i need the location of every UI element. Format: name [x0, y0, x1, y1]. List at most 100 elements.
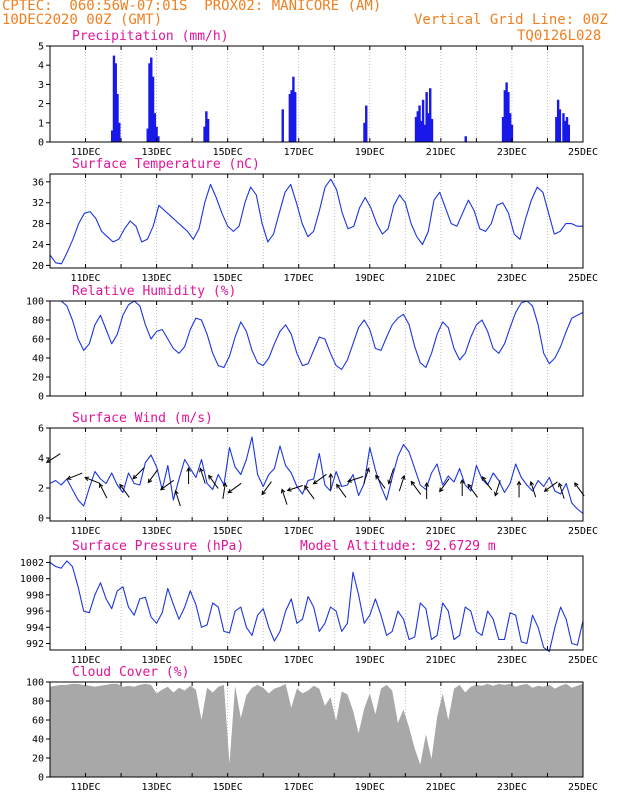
wind-arrow: [328, 472, 334, 490]
cloud-area: [50, 683, 583, 777]
pres-ytick-label: 1002: [20, 558, 44, 569]
wind-xtick-label: 25DEC: [568, 526, 598, 537]
wind-arrow: [119, 483, 130, 498]
cloud-xtick-label: 15DEC: [213, 782, 243, 793]
wind-arrow-shaft: [544, 481, 558, 492]
wind-arrow-head: [261, 490, 266, 496]
wind-arrow-shaft: [375, 475, 386, 489]
cloud-frame: [49, 681, 584, 778]
wind-xtick-label: 13DEC: [142, 526, 172, 537]
wind-xtick-label: 11DEC: [70, 526, 100, 537]
precip-ytick-label: 0: [38, 138, 44, 149]
wind-arrow-head: [280, 488, 286, 494]
precip-xtick-label: 21DEC: [426, 147, 456, 158]
pres-frame: [49, 555, 584, 651]
wind-arrow-head: [387, 479, 392, 485]
precip-panel: 0 1 2 3 4 5 11DEC 13DEC 15DEC 17DEC 19DEC 21DEC 23DE…: [38, 42, 598, 159]
wind-arrow-head: [159, 485, 165, 491]
wind-arrow-head: [312, 479, 318, 485]
cloud-ytick-label: 60: [32, 716, 44, 727]
temp-xtick-label: 25DEC: [568, 273, 598, 284]
wind-frame: [49, 427, 584, 522]
precip-bar: [505, 82, 508, 142]
wind-arrow-head: [84, 476, 90, 481]
cloud-ytick-label: 20: [32, 754, 44, 765]
wind-arrow: [304, 485, 315, 500]
precip-bar: [427, 113, 430, 142]
cloud-xtick-label: 13DEC: [142, 782, 172, 793]
wind-arrow: [199, 467, 206, 484]
wind-arrow-head: [543, 487, 549, 492]
pres-ytick-label: 996: [26, 607, 44, 618]
pres-ytick-label: 992: [26, 639, 44, 650]
wind-arrow: [481, 476, 493, 491]
cloud-xtick-label: 23DEC: [497, 782, 527, 793]
header-line2-right: Vertical Grid Line: 00Z: [414, 12, 608, 28]
cloud-xtick-label: 17DEC: [284, 782, 314, 793]
header-line1-left: CPTEC: 060:56W-07:01S PROX02: MANICORE (…: [2, 0, 382, 14]
wind-arrow: [286, 485, 303, 492]
rh-panel: 0 20 40 60 80 100: [26, 297, 584, 403]
wind-arrow-shaft: [558, 483, 565, 499]
wind-arrow: [159, 479, 175, 491]
wind-arrow: [280, 488, 288, 505]
precip-bar: [146, 128, 149, 142]
wind-ytick-label: 2: [38, 484, 44, 495]
rh-ytick-label: 20: [32, 373, 44, 384]
precip-bar: [114, 63, 117, 142]
pres-panel: 992 994 996 998 1000 1002 11DEC 13DEC 15DEC 17DEC…: [20, 555, 598, 666]
wind-arrow: [398, 474, 406, 492]
wind-arrow: [227, 482, 242, 494]
precip-bar: [290, 90, 293, 142]
precip-bar: [150, 57, 153, 142]
precip-bar: [157, 136, 160, 142]
precip-bar: [423, 124, 427, 142]
precip-bar: [464, 136, 467, 142]
wind-arrow-head: [208, 474, 213, 480]
precip-bar: [503, 90, 507, 142]
wind-arrow-head: [99, 482, 104, 488]
header-line3-right: TQ0126L028: [517, 28, 602, 44]
wind-arrow-head: [557, 482, 563, 488]
wind-arrow-head: [494, 491, 499, 497]
wind-arrow: [336, 483, 347, 498]
wind-arrow-head: [574, 482, 579, 488]
temp-xtick-label: 17DEC: [284, 273, 314, 284]
wind-arrow-shaft: [85, 477, 101, 484]
pres-xtick-label: 11DEC: [70, 655, 100, 666]
temp-xtick-label: 23DEC: [497, 273, 527, 284]
wind-arrow-shaft: [439, 478, 450, 492]
wind-ytick-label: 4: [38, 454, 44, 465]
precip-bar: [205, 111, 208, 142]
rh-series-line: [50, 300, 584, 370]
wind-arrow-shaft: [347, 476, 364, 482]
precip-bar: [414, 117, 418, 142]
precip-bar: [508, 113, 512, 142]
precip-xtick-label: 25DEC: [568, 147, 598, 158]
precip-bar: [155, 126, 158, 142]
wind-xtick-label: 15DEC: [213, 526, 243, 537]
wind-arrow: [45, 453, 61, 463]
wind-arrow-shaft: [494, 480, 501, 496]
precip-bar: [203, 126, 206, 142]
rh-ytick-label: 80: [32, 316, 44, 327]
pres-ytick-label: 998: [26, 590, 44, 601]
wind-arrow-shaft: [199, 468, 206, 484]
temp-ytick-label: 20: [32, 261, 44, 272]
pres-xtick-label: 19DEC: [355, 655, 385, 666]
wind-arrow-shaft: [530, 481, 537, 498]
wind-arrow-head: [336, 483, 341, 489]
wind-arrow-shaft: [174, 490, 181, 507]
precip-bar: [562, 113, 565, 142]
temp-xtick-label: 11DEC: [70, 273, 100, 284]
wind-arrow-head: [227, 488, 233, 494]
precip-bar: [430, 118, 434, 142]
precip-title: Precipitation (mm/h): [72, 29, 229, 44]
wind-arrow-shaft: [46, 453, 61, 463]
wind-title: Surface Wind (m/s): [72, 411, 213, 426]
rh-ytick-label: 0: [38, 392, 44, 403]
precip-bar: [281, 109, 284, 142]
wind-arrow-shaft: [222, 483, 226, 499]
wind-arrow: [543, 481, 558, 492]
